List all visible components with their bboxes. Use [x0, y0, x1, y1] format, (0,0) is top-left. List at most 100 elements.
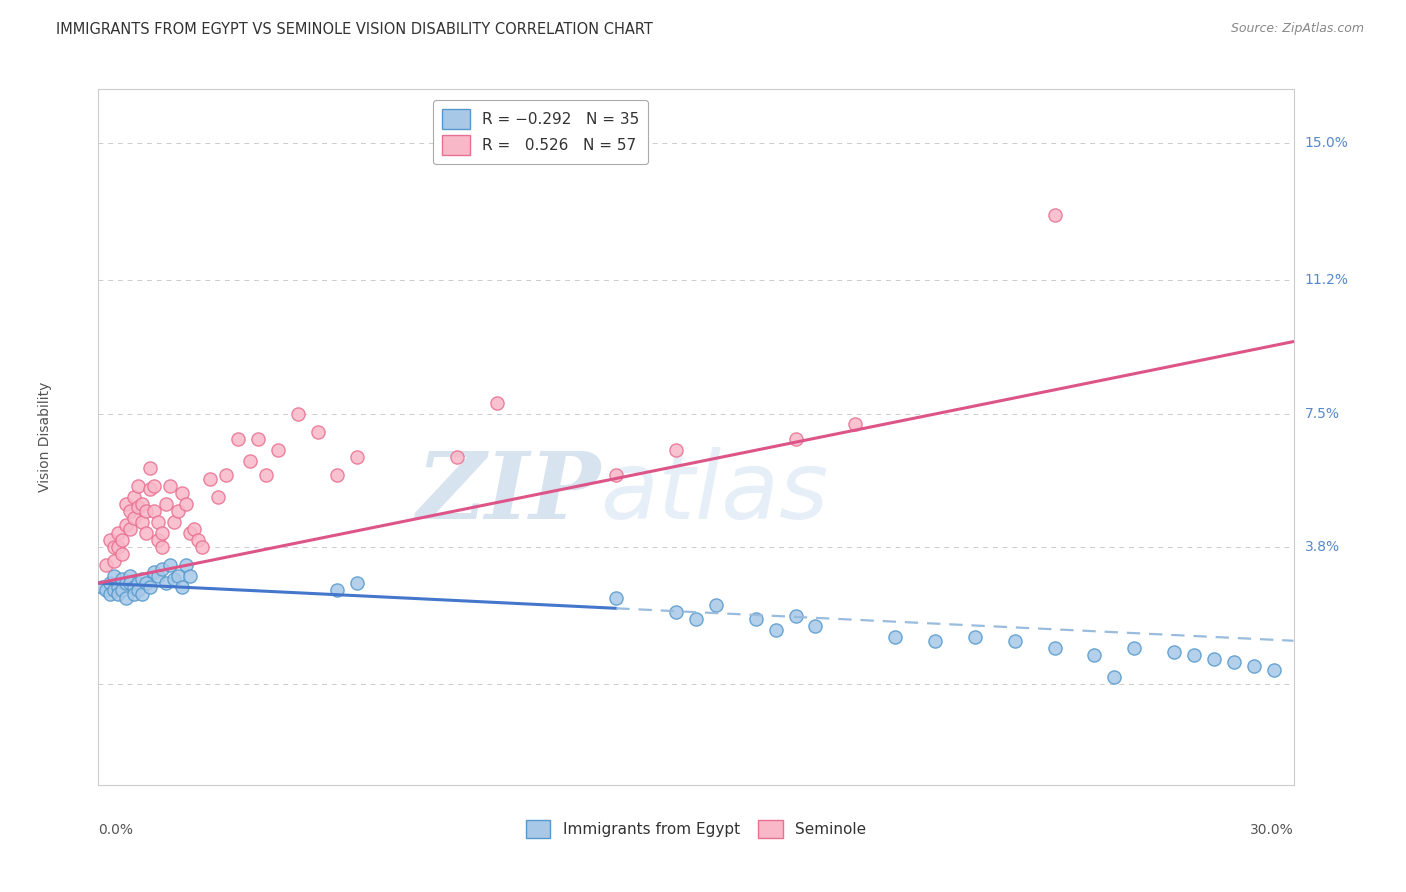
Point	[704, 598, 727, 612]
Point	[179, 525, 201, 540]
Point	[135, 504, 157, 518]
Point	[159, 558, 181, 572]
Point	[765, 623, 787, 637]
Point	[198, 471, 221, 485]
Point	[124, 490, 146, 504]
Point	[131, 497, 153, 511]
Text: IMMIGRANTS FROM EGYPT VS SEMINOLE VISION DISABILITY CORRELATION CHART: IMMIGRANTS FROM EGYPT VS SEMINOLE VISION…	[56, 22, 654, 37]
Point	[254, 467, 277, 482]
Point	[111, 547, 134, 561]
Legend: Immigrants from Egypt, Seminole: Immigrants from Egypt, Seminole	[517, 811, 875, 847]
Point	[605, 467, 627, 482]
Point	[155, 576, 177, 591]
Point	[346, 576, 368, 591]
Point	[1182, 648, 1205, 663]
Point	[150, 525, 173, 540]
Point	[226, 432, 249, 446]
Point	[191, 540, 214, 554]
Point	[785, 432, 807, 446]
Point	[1222, 656, 1246, 670]
Point	[167, 504, 190, 518]
Point	[446, 450, 468, 464]
Point	[326, 467, 349, 482]
Point	[148, 569, 170, 583]
Point	[155, 497, 177, 511]
Text: 30.0%: 30.0%	[1250, 823, 1294, 838]
Point	[127, 500, 149, 515]
Point	[187, 533, 209, 547]
Point	[115, 576, 138, 591]
Point	[785, 608, 807, 623]
Point	[924, 633, 946, 648]
Point	[307, 425, 329, 439]
Point	[103, 540, 125, 554]
Point	[685, 612, 707, 626]
Point	[150, 540, 173, 554]
Point	[163, 573, 186, 587]
Point	[143, 504, 166, 518]
Point	[103, 569, 125, 583]
Point	[844, 417, 866, 432]
Point	[96, 583, 118, 598]
Point	[239, 453, 262, 467]
Point	[159, 479, 181, 493]
Point	[139, 580, 162, 594]
Point	[98, 533, 122, 547]
Point	[91, 580, 114, 594]
Point	[485, 396, 508, 410]
Text: Source: ZipAtlas.com: Source: ZipAtlas.com	[1230, 22, 1364, 36]
Point	[96, 558, 118, 572]
Point	[1083, 648, 1105, 663]
Point	[139, 460, 162, 475]
Text: 3.8%: 3.8%	[1305, 540, 1340, 554]
Point	[745, 612, 768, 626]
Point	[103, 583, 125, 598]
Point	[174, 558, 197, 572]
Point	[115, 591, 138, 605]
Point	[143, 566, 166, 580]
Point	[111, 573, 134, 587]
Point	[98, 587, 122, 601]
Point	[143, 479, 166, 493]
Point	[107, 587, 129, 601]
Point	[246, 432, 269, 446]
Point	[135, 576, 157, 591]
Point	[127, 479, 149, 493]
Point	[326, 583, 349, 598]
Point	[1263, 663, 1285, 677]
Point	[163, 515, 186, 529]
Point	[124, 587, 146, 601]
Point	[135, 525, 157, 540]
Point	[124, 511, 146, 525]
Point	[346, 450, 368, 464]
Point	[287, 407, 309, 421]
Point	[963, 630, 986, 644]
Point	[131, 515, 153, 529]
Point	[131, 587, 153, 601]
Point	[111, 583, 134, 598]
Point	[131, 573, 153, 587]
Text: 7.5%: 7.5%	[1305, 407, 1340, 421]
Point	[120, 576, 142, 591]
Point	[148, 533, 170, 547]
Point	[1102, 670, 1125, 684]
Point	[120, 569, 142, 583]
Point	[267, 442, 290, 457]
Point	[98, 576, 122, 591]
Point	[107, 580, 129, 594]
Text: atlas: atlas	[600, 447, 828, 538]
Point	[111, 533, 134, 547]
Point	[115, 497, 138, 511]
Point	[120, 522, 142, 536]
Point	[107, 540, 129, 554]
Point	[172, 486, 194, 500]
Point	[665, 605, 688, 619]
Point	[127, 576, 149, 591]
Point	[103, 554, 125, 568]
Point	[665, 442, 688, 457]
Point	[139, 483, 162, 497]
Point	[215, 467, 238, 482]
Point	[124, 580, 146, 594]
Point	[127, 583, 149, 598]
Point	[207, 490, 229, 504]
